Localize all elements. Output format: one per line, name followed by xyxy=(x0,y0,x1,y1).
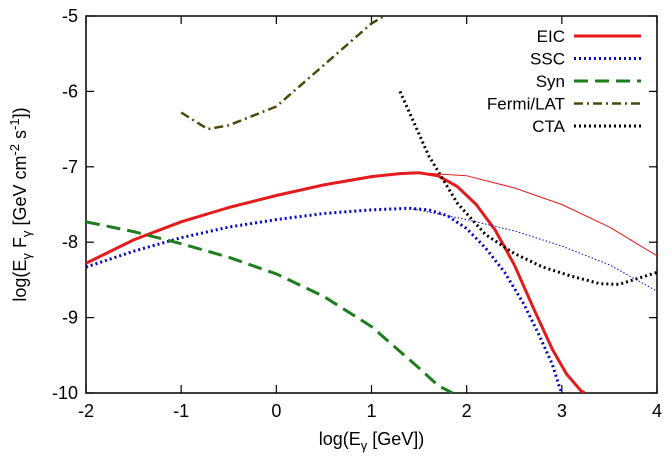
legend-label: SSC xyxy=(530,50,565,69)
x-tick-label: 1 xyxy=(366,401,376,421)
x-tick-label: -2 xyxy=(78,401,94,421)
y-tick-labels: -10 -9 -8 -7 -6 -5 xyxy=(52,6,78,403)
x-tick-label: 0 xyxy=(271,401,281,421)
series-line-eic xyxy=(86,171,586,393)
y-tick-label: -8 xyxy=(62,232,78,252)
plot-frame xyxy=(85,15,658,394)
legend-label: Fermi/LAT xyxy=(487,95,565,114)
y-tick-label: -6 xyxy=(62,81,78,101)
series-line-ssc xyxy=(86,206,564,393)
legend-label: EIC xyxy=(537,27,565,46)
y-tick-label: -5 xyxy=(62,6,78,26)
y-axis-label: log(Eγ Fγ [GeV cm-2 s-1]) xyxy=(7,107,34,301)
series-line-ssc-thin xyxy=(409,207,657,292)
x-tick-labels: -2 -1 0 1 2 3 4 xyxy=(78,401,662,421)
series-line-syn xyxy=(86,220,454,393)
x-tick-label: 4 xyxy=(652,401,662,421)
legend-label: CTA xyxy=(532,117,565,136)
legend-label: Syn xyxy=(536,72,565,91)
axes-ticks xyxy=(85,15,658,394)
series-layer xyxy=(86,16,657,393)
x-tick-label: -1 xyxy=(173,401,189,421)
series-line-fermi-lat xyxy=(180,16,387,131)
y-tick-label: -9 xyxy=(62,308,78,328)
series-line-cta xyxy=(398,90,657,286)
legend: EIC SSC Syn Fermi/LAT CTA xyxy=(487,27,641,136)
x-tick-label: 3 xyxy=(557,401,567,421)
x-tick-label: 2 xyxy=(462,401,472,421)
y-tick-label: -10 xyxy=(52,383,78,403)
series-line-eic-thin xyxy=(419,172,657,257)
x-axis-label: log(Eγ [GeV]) xyxy=(319,429,425,453)
y-tick-label: -7 xyxy=(62,157,78,177)
